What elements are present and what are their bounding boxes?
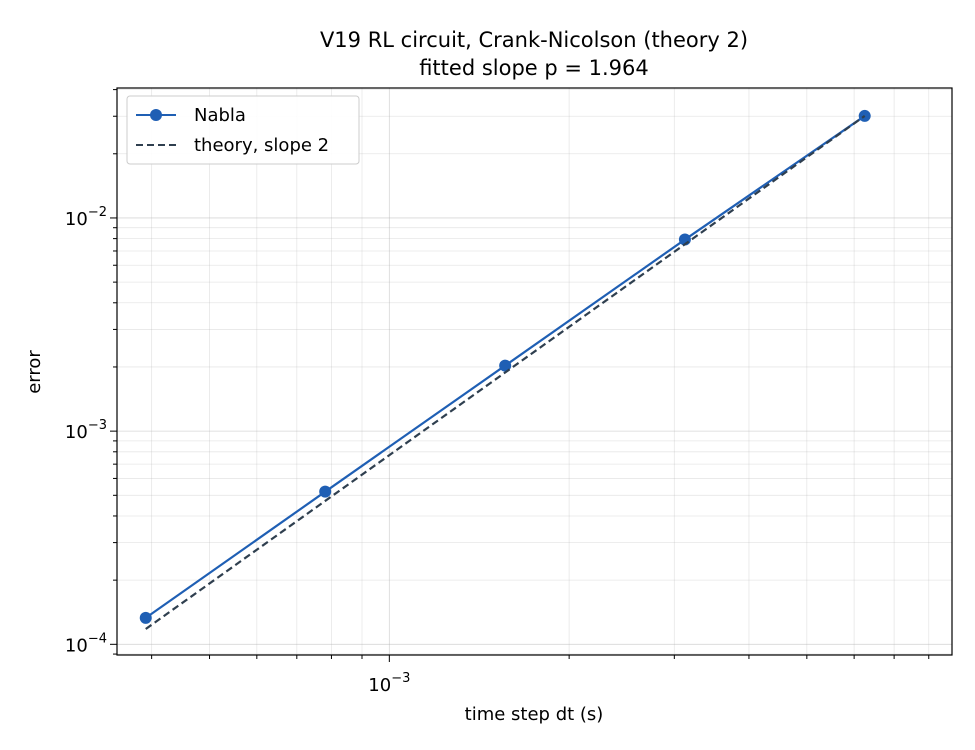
y-tick-label: 10−2 xyxy=(65,205,107,230)
legend-nabla-label: Nabla xyxy=(194,105,246,126)
data-point xyxy=(499,359,512,372)
y-tick-label: 10−3 xyxy=(65,418,107,443)
chart-title-line2: fitted slope p = 1.964 xyxy=(419,56,649,80)
legend-box xyxy=(126,95,360,165)
legend: Nabla theory, slope 2 xyxy=(126,95,360,165)
y-tick-label: 10−4 xyxy=(65,631,107,656)
legend-theory-label: theory, slope 2 xyxy=(194,135,329,156)
axis-ticks: 10−3 10−4 10−3 10−2 xyxy=(65,89,930,696)
chart-title-line1: V19 RL circuit, Crank-Nicolson (theory 2… xyxy=(320,28,748,52)
y-axis-label: error xyxy=(24,350,45,394)
legend-nabla-marker xyxy=(150,109,162,121)
series-line-theory xyxy=(145,115,866,630)
data-point xyxy=(139,611,152,624)
x-tick-label: 10−3 xyxy=(368,671,410,696)
data-series xyxy=(139,109,871,630)
plot-frame xyxy=(116,87,953,656)
data-point xyxy=(319,485,332,498)
x-axis-label: time step dt (s) xyxy=(465,704,604,725)
